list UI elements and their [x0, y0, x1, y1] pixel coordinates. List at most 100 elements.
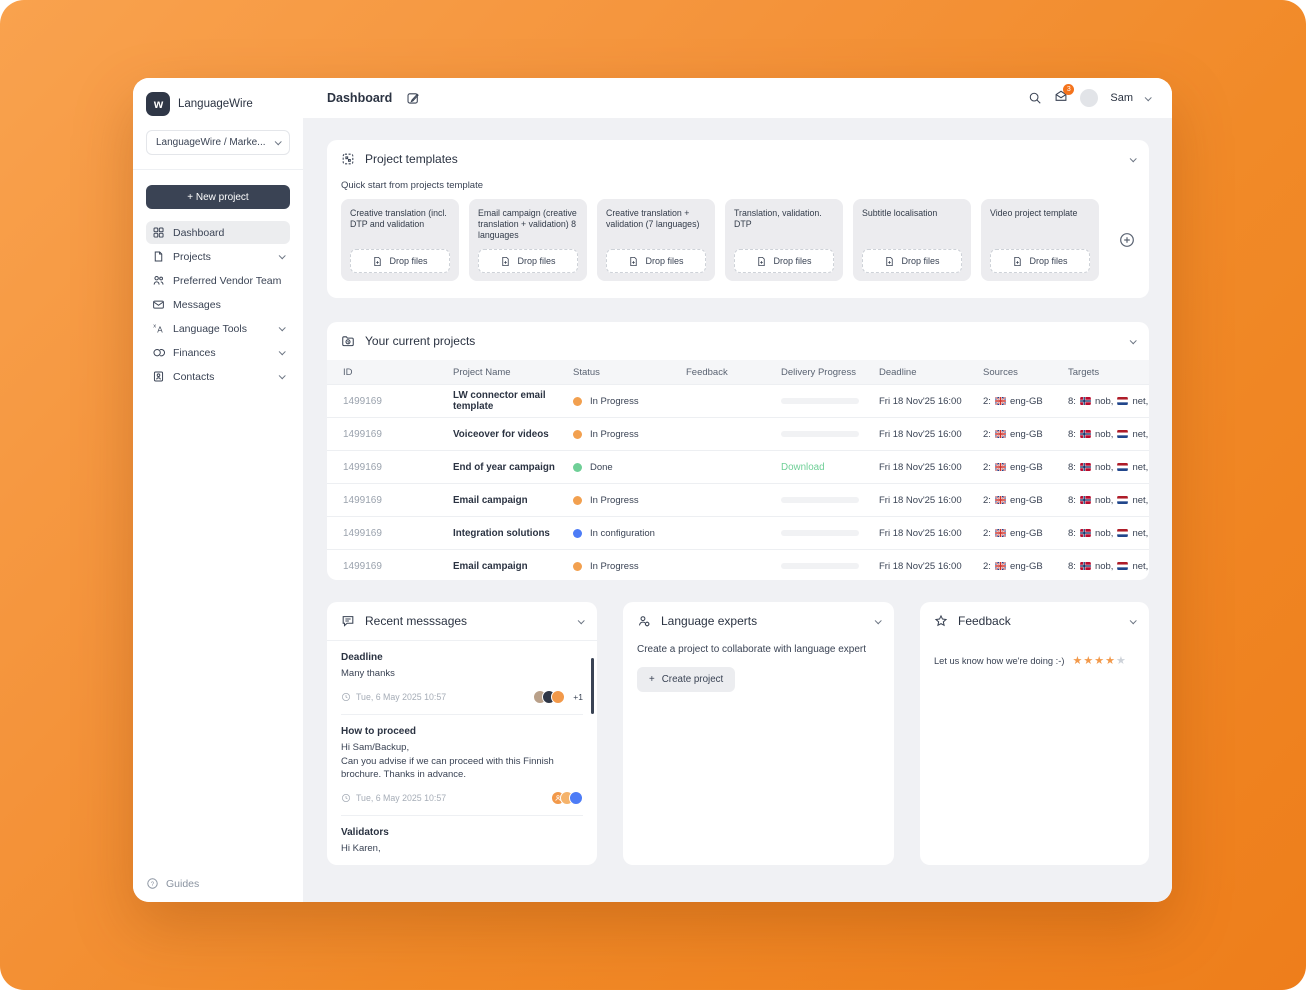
file-plus-icon [1014, 256, 1022, 266]
table-row[interactable]: 1499169 Email campaign In Progress Fri 1… [327, 549, 1149, 580]
star-icon[interactable]: ★ [1094, 655, 1105, 667]
drop-files-button[interactable]: Drop files [350, 249, 450, 273]
collapse-chevron-icon[interactable] [1129, 154, 1137, 162]
drop-files-button[interactable]: Drop files [862, 249, 962, 273]
netherlands-flag-icon [1117, 562, 1129, 570]
project-name: Integration solutions [453, 527, 550, 539]
message-line: Many thanks [341, 668, 395, 679]
scrollbar-thumb[interactable] [591, 658, 594, 714]
collapse-chevron-icon[interactable] [874, 616, 882, 624]
deadline: Fri 18 Nov'25 16:00 [879, 560, 962, 572]
uk-flag-icon [994, 463, 1006, 471]
sidebar-item-finances[interactable]: Finances [146, 341, 290, 364]
message-line: Hi Karen, [341, 843, 381, 855]
edit-icon[interactable] [406, 91, 420, 105]
drop-files-label: Drop files [517, 256, 556, 266]
sidebar-item-projects[interactable]: Projects [146, 245, 290, 268]
collapse-chevron-icon[interactable] [577, 616, 585, 624]
brand-name: LanguageWire [178, 98, 253, 110]
project-id: 1499169 [343, 428, 382, 440]
table-row[interactable]: 1499169 Voiceover for videos In Progress… [327, 417, 1149, 450]
envelope-icon [153, 300, 164, 309]
status-dot [573, 495, 582, 505]
search-icon[interactable] [1028, 91, 1042, 105]
document-icon [154, 251, 163, 262]
workspace-selector[interactable]: LanguageWire / Marke... [146, 130, 290, 155]
sidebar-item-contacts[interactable]: Contacts [146, 365, 290, 388]
star-icon [934, 614, 948, 627]
add-template-icon[interactable] [1119, 232, 1135, 248]
drop-files-button[interactable]: Drop files [606, 249, 706, 273]
message-item[interactable]: Validators Hi Karen, [341, 816, 583, 865]
table-row[interactable]: 1499169 Integration solutions In configu… [327, 516, 1149, 549]
current-projects-header: Your current projects [327, 322, 1149, 360]
norway-flag-icon [1080, 463, 1091, 471]
star-rating[interactable]: ★ ★ ★ ★ ★ [1072, 654, 1125, 667]
sidebar-item-dashboard[interactable]: Dashboard [146, 221, 290, 244]
template-card[interactable]: Subtitle localisation Drop files [853, 199, 971, 281]
table-row[interactable]: 1499169 Email campaign In Progress Fri 1… [327, 483, 1149, 516]
project-id: 1499169 [343, 494, 382, 506]
chevron-down-icon [278, 324, 286, 332]
table-row[interactable]: 1499169 End of year campaign Done Downlo… [327, 450, 1149, 483]
folder-clock-icon [342, 336, 354, 347]
avatar-overflow-count: +1 [573, 691, 583, 702]
current-projects-panel: Your current projects ID Project Name St… [327, 322, 1149, 580]
create-project-button[interactable]: + Create project [637, 667, 736, 692]
project-name: Email campaign [453, 560, 528, 572]
template-card[interactable]: Creative translation (incl. DTP and vali… [341, 199, 459, 281]
star-icon[interactable]: ★ [1083, 655, 1094, 667]
chevron-down-icon[interactable] [1144, 93, 1152, 101]
experts-description: Create a project to collaborate with lan… [637, 644, 867, 655]
uk-flag-icon [994, 529, 1006, 537]
contact-card-icon [153, 371, 164, 382]
star-icon[interactable]: ★ [1105, 655, 1115, 667]
collapse-chevron-icon[interactable] [1129, 616, 1137, 624]
drop-files-button[interactable]: Drop files [734, 249, 834, 273]
drop-files-button[interactable]: Drop files [478, 249, 578, 273]
netherlands-flag-icon [1117, 397, 1129, 405]
collapse-chevron-icon[interactable] [1129, 336, 1137, 344]
template-card[interactable]: Email campaign (creative translation + v… [469, 199, 587, 281]
sidebar-item-messages[interactable]: Messages [146, 293, 290, 316]
chevron-down-icon [274, 138, 282, 146]
status-dot [573, 561, 582, 571]
drop-files-button[interactable]: Drop files [990, 249, 1090, 273]
targets-cell: 8: nob, net, [1068, 461, 1149, 473]
template-card[interactable]: Translation, validation. DTP Drop files [725, 199, 843, 281]
project-name: End of year campaign [453, 461, 555, 473]
netherlands-flag-icon [1117, 430, 1129, 438]
guides-link[interactable]: ? Guides [146, 877, 290, 890]
template-name: Subtitle localisation [862, 208, 938, 218]
column-deadline: Deadline [879, 366, 917, 378]
user-avatar[interactable] [1080, 89, 1099, 107]
notifications-button[interactable]: 3 [1054, 83, 1075, 108]
download-link[interactable]: Download [781, 461, 825, 473]
file-plus-icon [758, 256, 766, 266]
new-project-button[interactable]: + New project [146, 185, 290, 209]
template-name: Email campaign (creative translation + v… [478, 208, 577, 240]
inbox-icon [1055, 90, 1067, 101]
sidebar-item-label: Preferred Vendor Team [173, 274, 282, 287]
template-card[interactable]: Video project template Drop files [981, 199, 1099, 281]
file-plus-icon [630, 256, 638, 266]
chevron-down-icon [278, 372, 286, 380]
message-item[interactable]: How to proceed Hi Sam/Backup, Can you ad… [341, 715, 583, 817]
divider [133, 169, 303, 170]
grid-icon [153, 227, 164, 238]
message-item[interactable]: Deadline Many thanks Tue, 6 May 2025 10:… [341, 641, 583, 715]
project-templates-header: Project templates [327, 140, 1149, 178]
table-row[interactable]: 1499169 LW connector email template In P… [327, 384, 1149, 417]
sidebar-item-preferred-vendor-team[interactable]: Preferred Vendor Team [146, 269, 290, 292]
project-id: 1499169 [343, 527, 382, 539]
table-header: ID Project Name Status Feedback Delivery… [327, 360, 1149, 384]
status-dot [573, 429, 582, 439]
star-icon[interactable]: ★ [1072, 655, 1083, 667]
norway-flag-icon [1080, 430, 1091, 438]
template-card[interactable]: Creative translation + validation (7 lan… [597, 199, 715, 281]
norway-flag-icon [1080, 562, 1091, 570]
netherlands-flag-icon [1117, 529, 1129, 537]
column-sources: Sources [983, 366, 1018, 378]
star-icon[interactable]: ★ [1115, 655, 1126, 667]
